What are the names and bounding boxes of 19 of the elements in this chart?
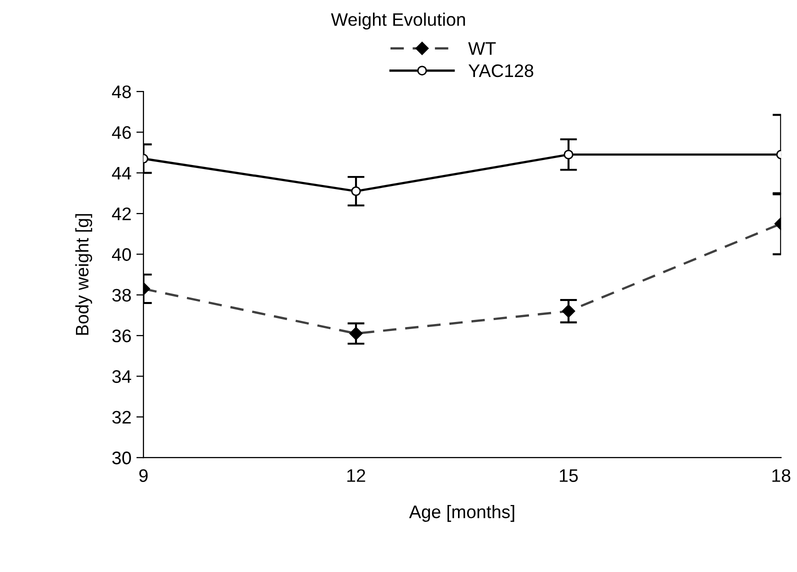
y-tick-label: 46 (112, 126, 131, 139)
chart-title: Weight Evolution (330, 12, 465, 30)
legend-label: YAC128 (468, 64, 534, 78)
y-tick-label: 38 (112, 288, 131, 302)
y-tick-label: 32 (112, 410, 131, 424)
y-tick-label: 48 (112, 85, 131, 98)
x-axis-title: Age [months] (409, 504, 514, 522)
legend-label: WT (468, 42, 496, 55)
y-tick-label: 30 (112, 452, 131, 464)
y-tick-label: 44 (112, 166, 132, 180)
y-tick-label: 36 (112, 330, 131, 342)
x-tick-label: 15 (560, 469, 578, 482)
x-tick-label: 9 (139, 469, 148, 482)
x-tick-label: 18 (772, 469, 790, 482)
y-axis-title: Body weight [g] (75, 214, 92, 335)
y-tick-label: 40 (112, 248, 131, 261)
y-tick-label: 42 (112, 207, 131, 220)
x-tick-label: 12 (347, 469, 366, 482)
y-tick-label: 34 (112, 370, 132, 383)
